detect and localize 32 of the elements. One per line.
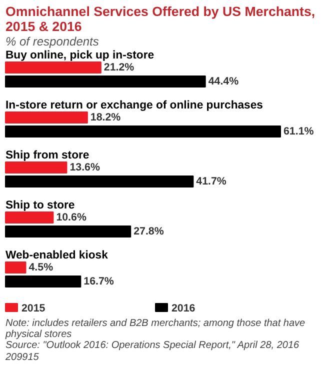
legend-label: 2016: [172, 302, 196, 314]
data-label: 10.6%: [56, 212, 87, 224]
bar: [5, 62, 102, 74]
bar: [5, 262, 26, 274]
y-tick-label: Ship to store: [6, 200, 75, 212]
data-label: 27.8%: [134, 226, 164, 238]
bar: [5, 76, 206, 88]
data-label: 61.1%: [284, 126, 314, 138]
bar: [5, 176, 194, 188]
bar: [5, 126, 281, 138]
chart-subtitle: % of respondents: [6, 34, 99, 48]
bar: [5, 162, 68, 174]
data-label: 16.7%: [84, 276, 114, 288]
data-label: 21.2%: [104, 62, 135, 74]
bar: [5, 212, 54, 224]
y-tick-label: In-store return or exchange of online purchases: [6, 100, 263, 112]
y-tick-label: Web-enabled kiosk: [6, 250, 109, 262]
data-label: 44.4%: [208, 76, 240, 88]
y-tick-label: Buy online, pick up in-store: [6, 50, 154, 62]
source-note: Source: "Outlook 2016: Operations Special Report," April 28, 2016: [6, 340, 300, 351]
data-label: 18.2%: [90, 112, 122, 124]
y-tick-label: Ship from store: [6, 150, 90, 162]
data-label: 41.7%: [196, 176, 227, 188]
data-label: 13.6%: [70, 162, 100, 174]
chart-title: Omnichannel Services Offered by US Merchants, 2015 & 2016: [6, 4, 316, 34]
bar: [5, 226, 132, 238]
bar: [5, 276, 82, 288]
legend-label: 2015: [22, 302, 46, 314]
data-label: 4.5%: [28, 262, 54, 274]
bar: [5, 112, 88, 124]
text: 209915: [4, 352, 40, 363]
text: Note: includes retailers and B2B merchants; among those that have physical stores: [4, 318, 306, 340]
